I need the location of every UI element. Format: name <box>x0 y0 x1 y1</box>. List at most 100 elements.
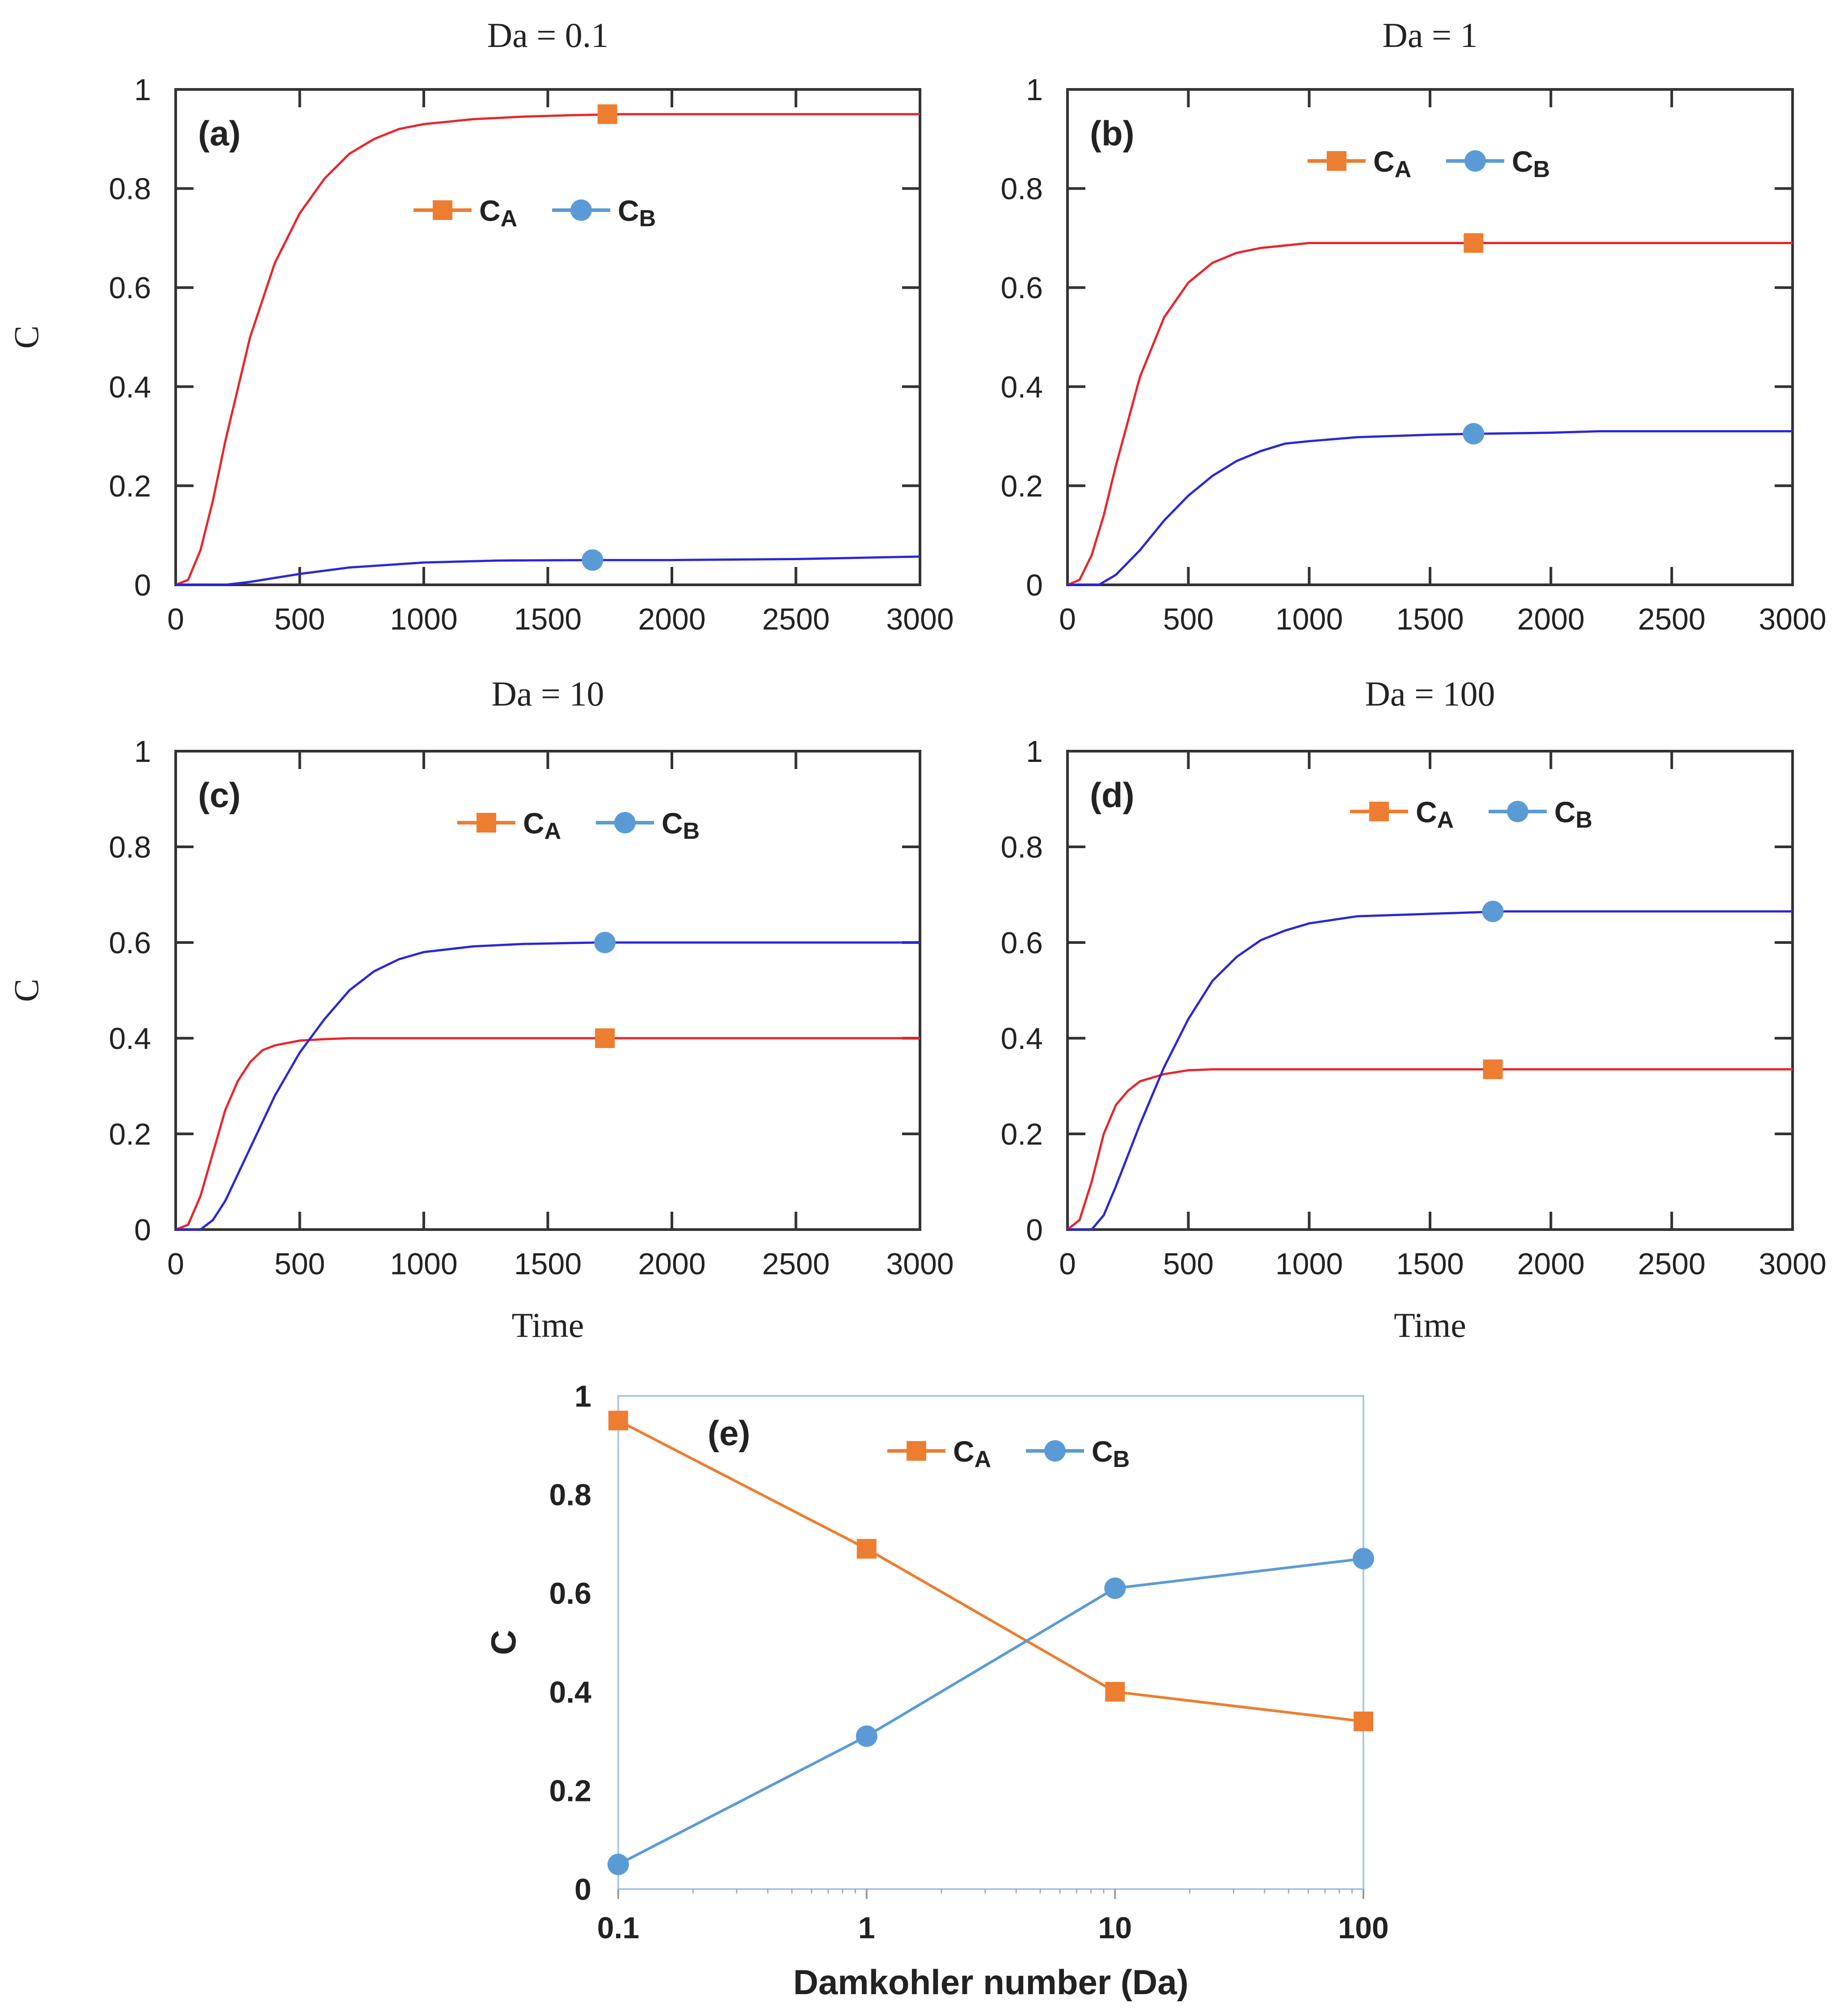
y-tick-label: 0.6 <box>549 1577 591 1611</box>
chart-title: Da = 1 <box>1383 16 1478 55</box>
panel-label: (d) <box>1090 775 1135 815</box>
legend-item-ca-marker <box>907 1441 926 1461</box>
y-tick-label: 0.2 <box>1000 469 1043 503</box>
legend-item-ca: CA <box>887 1435 991 1472</box>
panel-label: (e) <box>708 1413 750 1453</box>
series-line-CB <box>1067 910 1793 1231</box>
y-tick-label: 0.2 <box>549 1774 591 1808</box>
x-tick-label: 0 <box>167 1247 184 1281</box>
y-tick-label: 0 <box>134 568 151 602</box>
legend-item-ca: CA <box>1350 795 1454 833</box>
legend-item-ca: CA <box>413 194 517 232</box>
legend-item-ca-label: CA <box>1416 795 1454 833</box>
x-tick-label: 1000 <box>390 1247 457 1281</box>
legend-item-cb: CB <box>1446 145 1550 182</box>
legend-item-ca-marker <box>433 200 452 220</box>
x-axis-label: Time <box>1394 1306 1466 1344</box>
legend-item-cb: CB <box>1489 795 1592 833</box>
y-tick-label: 0.2 <box>1000 1117 1043 1151</box>
data-point-CB <box>608 1853 629 1875</box>
data-point-CA <box>856 1539 877 1559</box>
x-tick-label: 2000 <box>1517 1247 1585 1281</box>
data-point-CA <box>1464 233 1484 253</box>
series-line-CA <box>175 113 920 586</box>
legend: CA CB <box>887 1435 1130 1472</box>
legend-item-ca: CA <box>1308 145 1411 182</box>
chart-panel-e: 0 0.2 0.4 0.6 0.8 1 0.1 1 10 100 C Damkohler number… <box>484 1379 1389 2002</box>
data-point-CA <box>608 1411 628 1431</box>
chart-panel-c: Da = 10 0 0.2 0.4 0.6 0.8 1 0 500 1000 1500 2000 250… <box>7 674 954 1344</box>
plot-frame <box>1066 88 1794 586</box>
x-tick-label: 1000 <box>390 602 457 636</box>
legend-item-cb-label: CB <box>618 194 656 232</box>
x-tick-label: 3000 <box>886 602 954 636</box>
y-tick-label: 0.6 <box>109 271 151 305</box>
panel-label: (c) <box>198 775 240 815</box>
y-tick-label: 1 <box>1026 735 1043 769</box>
legend-item-cb-marker <box>1464 150 1486 172</box>
series-line-CA <box>175 1037 920 1231</box>
y-tick-label: 1 <box>1026 73 1043 107</box>
legend-item-cb-marker <box>1044 1440 1066 1462</box>
y-tick-label: 0.4 <box>1000 370 1043 404</box>
x-tick-label: 0 <box>1059 602 1076 636</box>
y-tick-label: 0.2 <box>109 1117 151 1151</box>
legend: CA CB <box>1350 795 1592 833</box>
y-tick-label: 0.4 <box>1000 1022 1043 1056</box>
legend-item-cb-label: CB <box>1092 1435 1130 1472</box>
legend-item-ca-marker <box>1327 151 1346 171</box>
x-tick-label: 2000 <box>638 1247 705 1281</box>
y-tick-label: 0.8 <box>549 1478 591 1512</box>
x-tick-label: 2000 <box>638 602 705 636</box>
x-tick-label: 100 <box>1338 1911 1388 1945</box>
legend-item-cb: CB <box>552 194 656 232</box>
y-tick-label: 0 <box>1026 568 1043 602</box>
y-tick-label: 0.8 <box>109 830 151 864</box>
legend-item-cb-label: CB <box>662 807 700 844</box>
data-point-CA <box>595 1028 615 1048</box>
x-tick-label: 2500 <box>762 602 830 636</box>
chart-panel-b: Da = 1 0 0.2 0.4 0.6 0.8 1 0 500 1000 1500 2000 2500… <box>1000 16 1826 636</box>
series-line-CA <box>1067 242 1793 586</box>
y-tick-label: 0.4 <box>109 1022 151 1056</box>
y-tick-label: 0.4 <box>549 1675 591 1709</box>
y-axis-label: C <box>7 979 46 1002</box>
legend: CA CB <box>413 194 656 232</box>
series-line-CA <box>1067 1068 1793 1230</box>
panel-label: (a) <box>198 114 240 153</box>
legend-item-ca-label: CA <box>953 1435 991 1472</box>
x-tick-label: 1500 <box>1396 1247 1464 1281</box>
series-line-CA <box>617 1419 1364 1723</box>
x-tick-label: 2000 <box>1517 602 1585 636</box>
data-point-CB <box>1463 423 1485 445</box>
data-point-CA <box>597 104 617 124</box>
x-tick-label: 10 <box>1098 1911 1132 1945</box>
y-tick-label: 0.8 <box>109 172 151 206</box>
series-line-CB <box>176 555 920 586</box>
legend-item-ca-label: CA <box>479 194 517 232</box>
x-tick-label: 1 <box>858 1911 875 1945</box>
panel-label: (b) <box>1090 114 1135 153</box>
chart-panel-a: Da = 0.1 0 0.2 0.4 0.6 0.8 1 0 500 1000 1500 2000 25… <box>7 16 954 636</box>
y-tick-label: 0 <box>134 1213 151 1247</box>
data-point-CB <box>594 932 616 953</box>
chart-title: Da = 0.1 <box>487 16 608 55</box>
x-tick-label: 3000 <box>1759 1247 1826 1281</box>
legend-item-cb-marker <box>570 199 592 221</box>
legend: CA CB <box>1308 145 1550 182</box>
x-axis-label: Time <box>512 1306 584 1344</box>
y-axis-label: C <box>484 1630 523 1655</box>
chart-title: Da = 10 <box>492 674 604 713</box>
legend-item-cb-marker <box>1507 801 1528 822</box>
y-tick-label: 1 <box>134 73 151 107</box>
x-tick-label: 3000 <box>886 1247 954 1281</box>
x-tick-label: 0.1 <box>597 1911 640 1945</box>
legend-item-cb-label: CB <box>1554 795 1592 833</box>
x-tick-label: 1500 <box>514 1247 582 1281</box>
y-tick-label: 1 <box>574 1379 591 1413</box>
x-tick-label: 1000 <box>1275 1247 1343 1281</box>
y-tick-label: 0.6 <box>1000 271 1043 305</box>
x-tick-label: 0 <box>1059 1247 1076 1281</box>
data-point-CA <box>1105 1682 1125 1702</box>
data-point-CB <box>582 549 603 571</box>
